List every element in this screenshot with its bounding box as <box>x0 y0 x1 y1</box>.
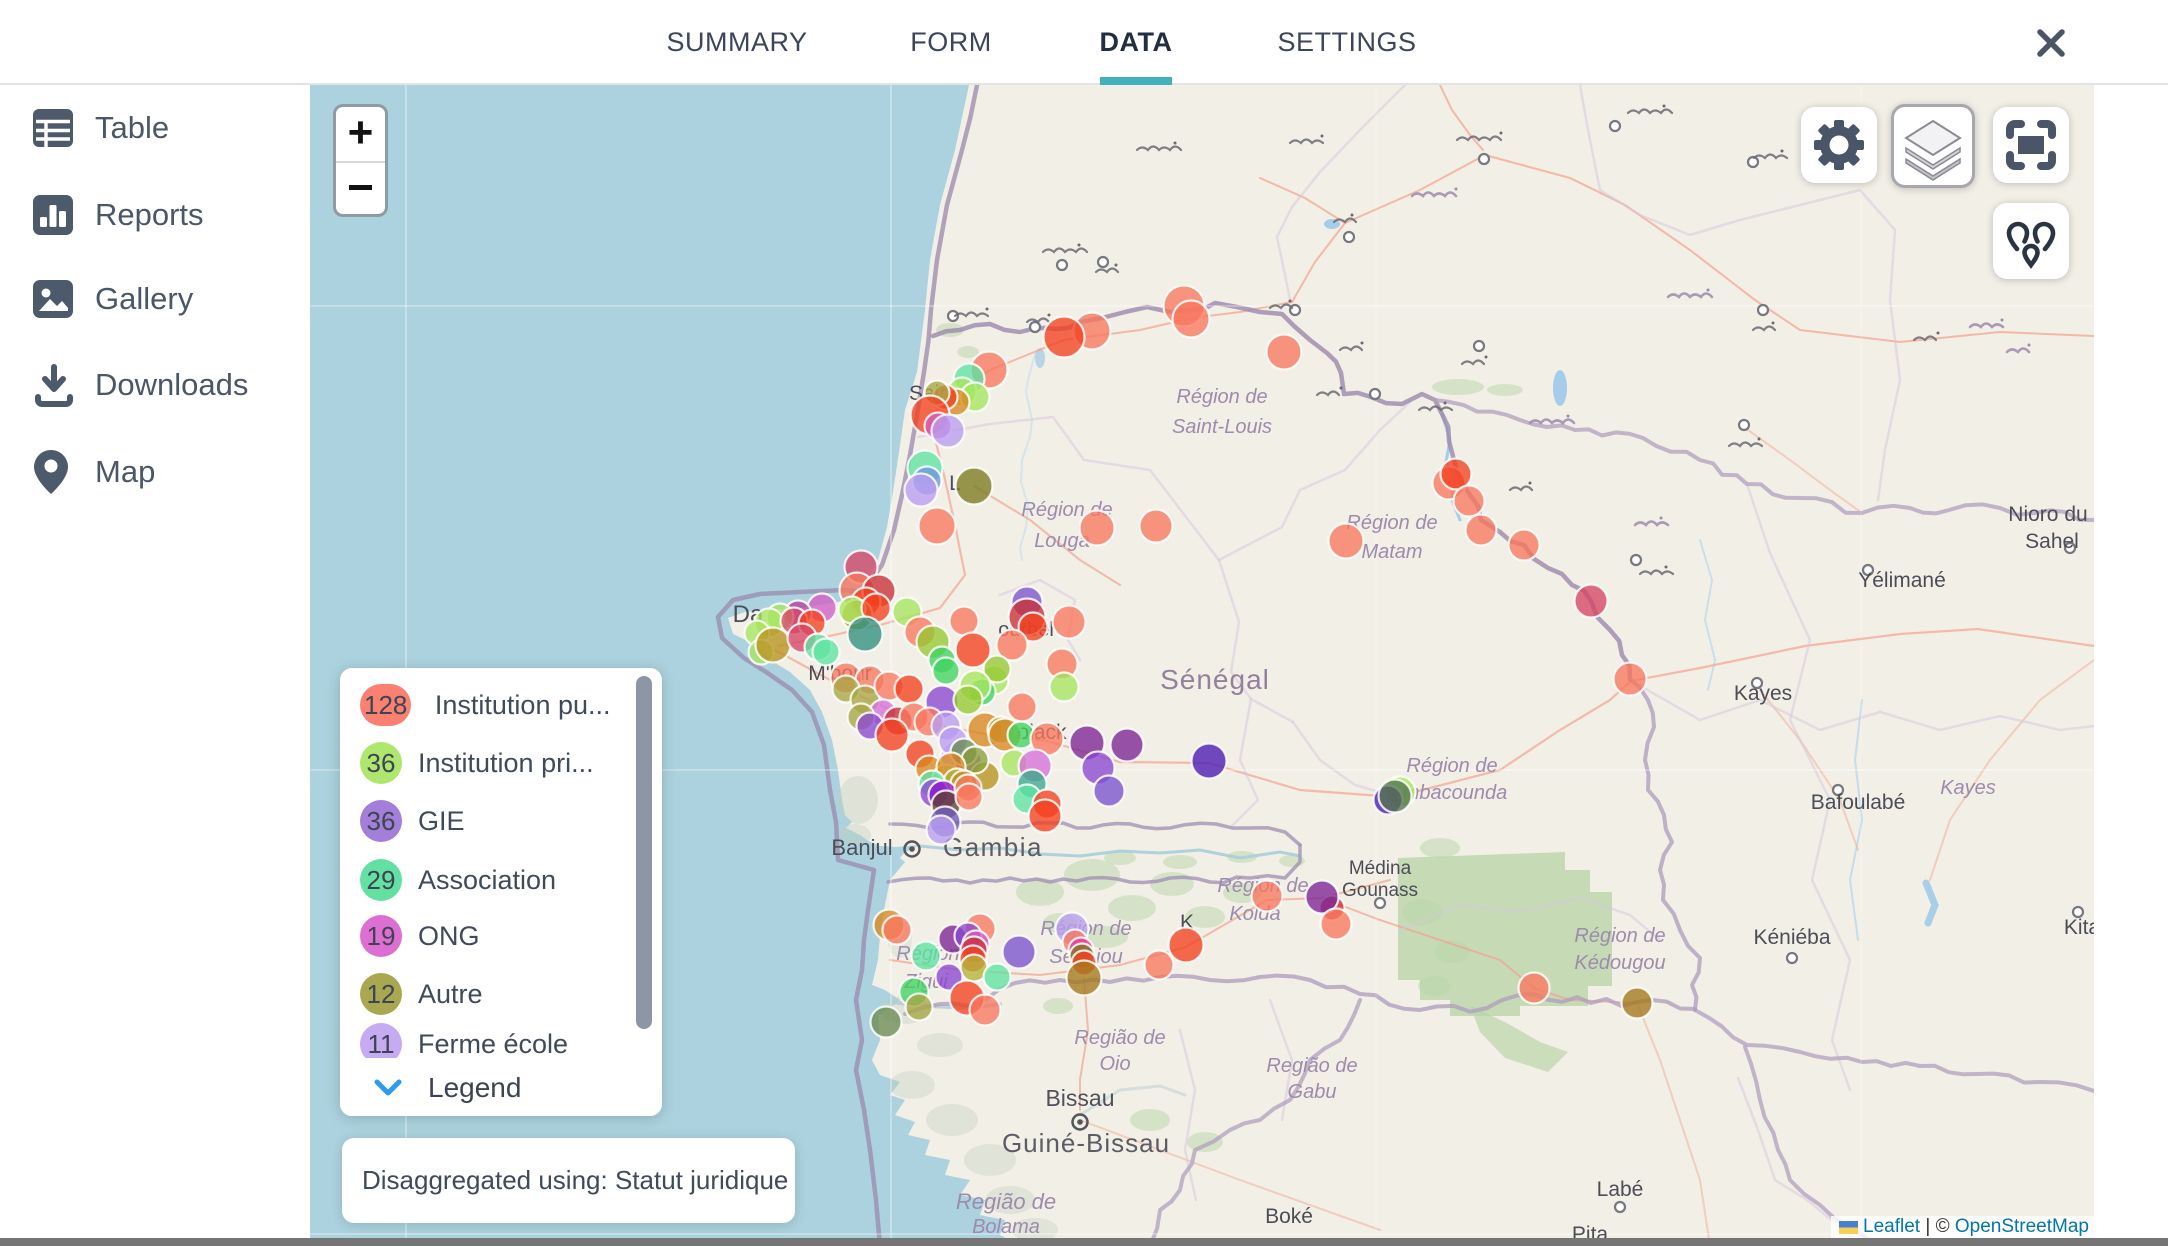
svg-text:Région de: Région de <box>1346 512 1437 534</box>
svg-text:Boké: Boké <box>1265 1205 1313 1228</box>
svg-text:Região de: Região de <box>1266 1055 1357 1077</box>
svg-text:Bolama: Bolama <box>972 1216 1040 1238</box>
svg-text:Région de: Région de <box>1176 386 1267 408</box>
svg-text:Saint-Louis: Saint-Louis <box>1172 416 1272 438</box>
svg-text:Gounass: Gounass <box>1342 880 1418 901</box>
svg-text:Kayes: Kayes <box>1734 682 1792 705</box>
svg-text:Banjul: Banjul <box>831 835 892 860</box>
svg-text:Sénégal: Sénégal <box>1160 664 1270 695</box>
svg-text:Louga: Louga <box>1034 530 1090 552</box>
svg-text:Labé: Labé <box>1597 1178 1644 1201</box>
svg-text:Região de: Região de <box>956 1189 1056 1214</box>
svg-text:Région de: Région de <box>1406 755 1497 777</box>
svg-text:Bafoulabé: Bafoulabé <box>1811 791 1906 814</box>
svg-text:Région de: Région de <box>1574 925 1665 947</box>
svg-text:Médina: Médina <box>1349 858 1412 879</box>
svg-text:Matam: Matam <box>1361 541 1422 563</box>
svg-text:Sahel: Sahel <box>2025 530 2079 553</box>
svg-text:Região de: Região de <box>1074 1027 1165 1049</box>
svg-text:mbacounda: mbacounda <box>1403 782 1508 804</box>
svg-text:Kita: Kita <box>2064 916 2094 939</box>
svg-text:Bissau: Bissau <box>1045 1085 1114 1111</box>
svg-text:Oio: Oio <box>1099 1053 1130 1075</box>
svg-text:Kédougou: Kédougou <box>1574 952 1665 974</box>
svg-text:Gambia: Gambia <box>943 832 1043 862</box>
svg-text:Gabu: Gabu <box>1288 1081 1337 1103</box>
svg-text:Guiné-Bissau: Guiné-Bissau <box>1002 1128 1170 1158</box>
svg-text:Yélimané: Yélimané <box>1858 569 1946 592</box>
svg-text:Kayes: Kayes <box>1940 777 1996 799</box>
svg-text:Nioro du: Nioro du <box>2008 503 2087 526</box>
svg-text:Kéniéba: Kéniéba <box>1753 926 1830 949</box>
